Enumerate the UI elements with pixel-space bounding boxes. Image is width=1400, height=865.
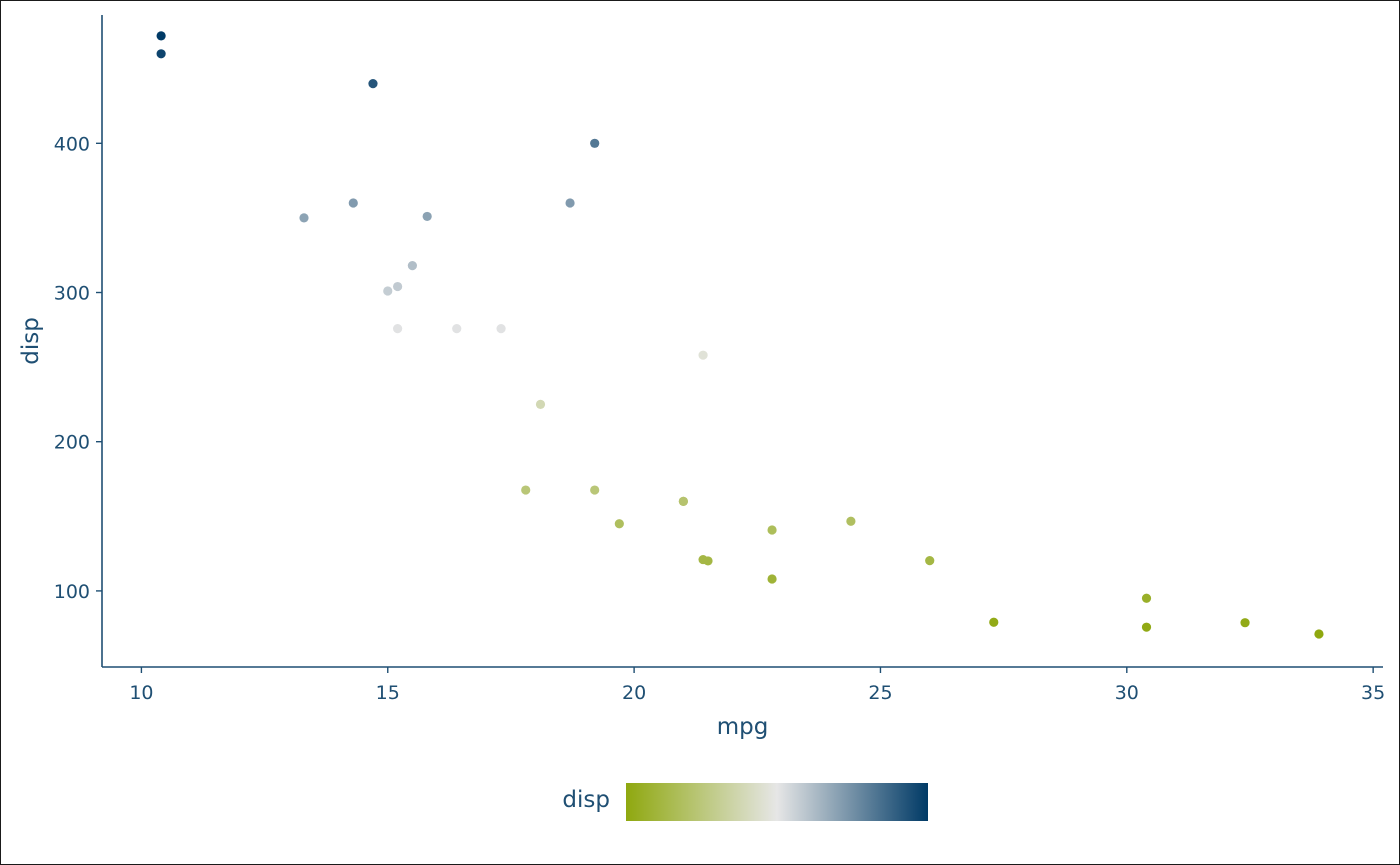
x-tick-label: 20 xyxy=(622,682,646,704)
data-point xyxy=(1141,622,1152,632)
data-point xyxy=(521,485,531,495)
data-point xyxy=(407,261,417,271)
data-point xyxy=(1141,593,1152,603)
data-point xyxy=(383,286,393,296)
y-axis-title: disp xyxy=(18,317,44,365)
data-point xyxy=(767,574,777,584)
data-point xyxy=(368,79,378,89)
x-tick-label: 35 xyxy=(1361,682,1385,704)
data-point xyxy=(1314,629,1324,639)
data-point xyxy=(767,525,777,535)
x-tick-label: 30 xyxy=(1115,682,1139,704)
legend-title: disp xyxy=(562,787,610,813)
data-point xyxy=(299,213,309,223)
points-layer xyxy=(156,31,1324,639)
y-tick-label: 400 xyxy=(54,133,90,155)
data-point xyxy=(989,617,999,627)
data-point xyxy=(590,138,600,148)
data-point xyxy=(1240,618,1250,628)
data-point xyxy=(698,350,708,360)
data-point xyxy=(393,281,403,292)
data-point xyxy=(846,516,856,526)
axes: 10 15 20 25 30 35 100 200 300 400 mpg disp xyxy=(18,15,1385,740)
data-point xyxy=(535,399,546,410)
y-tick-label: 200 xyxy=(54,432,90,454)
x-tick-label: 10 xyxy=(129,682,153,704)
data-point xyxy=(348,198,358,208)
x-axis-title: mpg xyxy=(717,714,769,740)
data-point xyxy=(678,496,688,506)
y-tick-label: 100 xyxy=(54,581,90,603)
data-point xyxy=(925,556,935,566)
data-point xyxy=(614,519,624,529)
y-tick-label: 300 xyxy=(54,283,90,305)
data-point xyxy=(496,324,506,334)
x-tick-label: 25 xyxy=(868,682,892,704)
data-point xyxy=(156,31,166,41)
color-legend: disp xyxy=(562,783,928,821)
data-point xyxy=(590,485,600,495)
data-point xyxy=(156,49,166,59)
data-point xyxy=(565,198,575,208)
data-point xyxy=(393,324,403,334)
legend-colorbar xyxy=(626,783,928,821)
data-point xyxy=(452,324,462,334)
x-tick-label: 15 xyxy=(376,682,400,704)
data-point xyxy=(422,211,432,222)
data-point xyxy=(698,554,708,565)
